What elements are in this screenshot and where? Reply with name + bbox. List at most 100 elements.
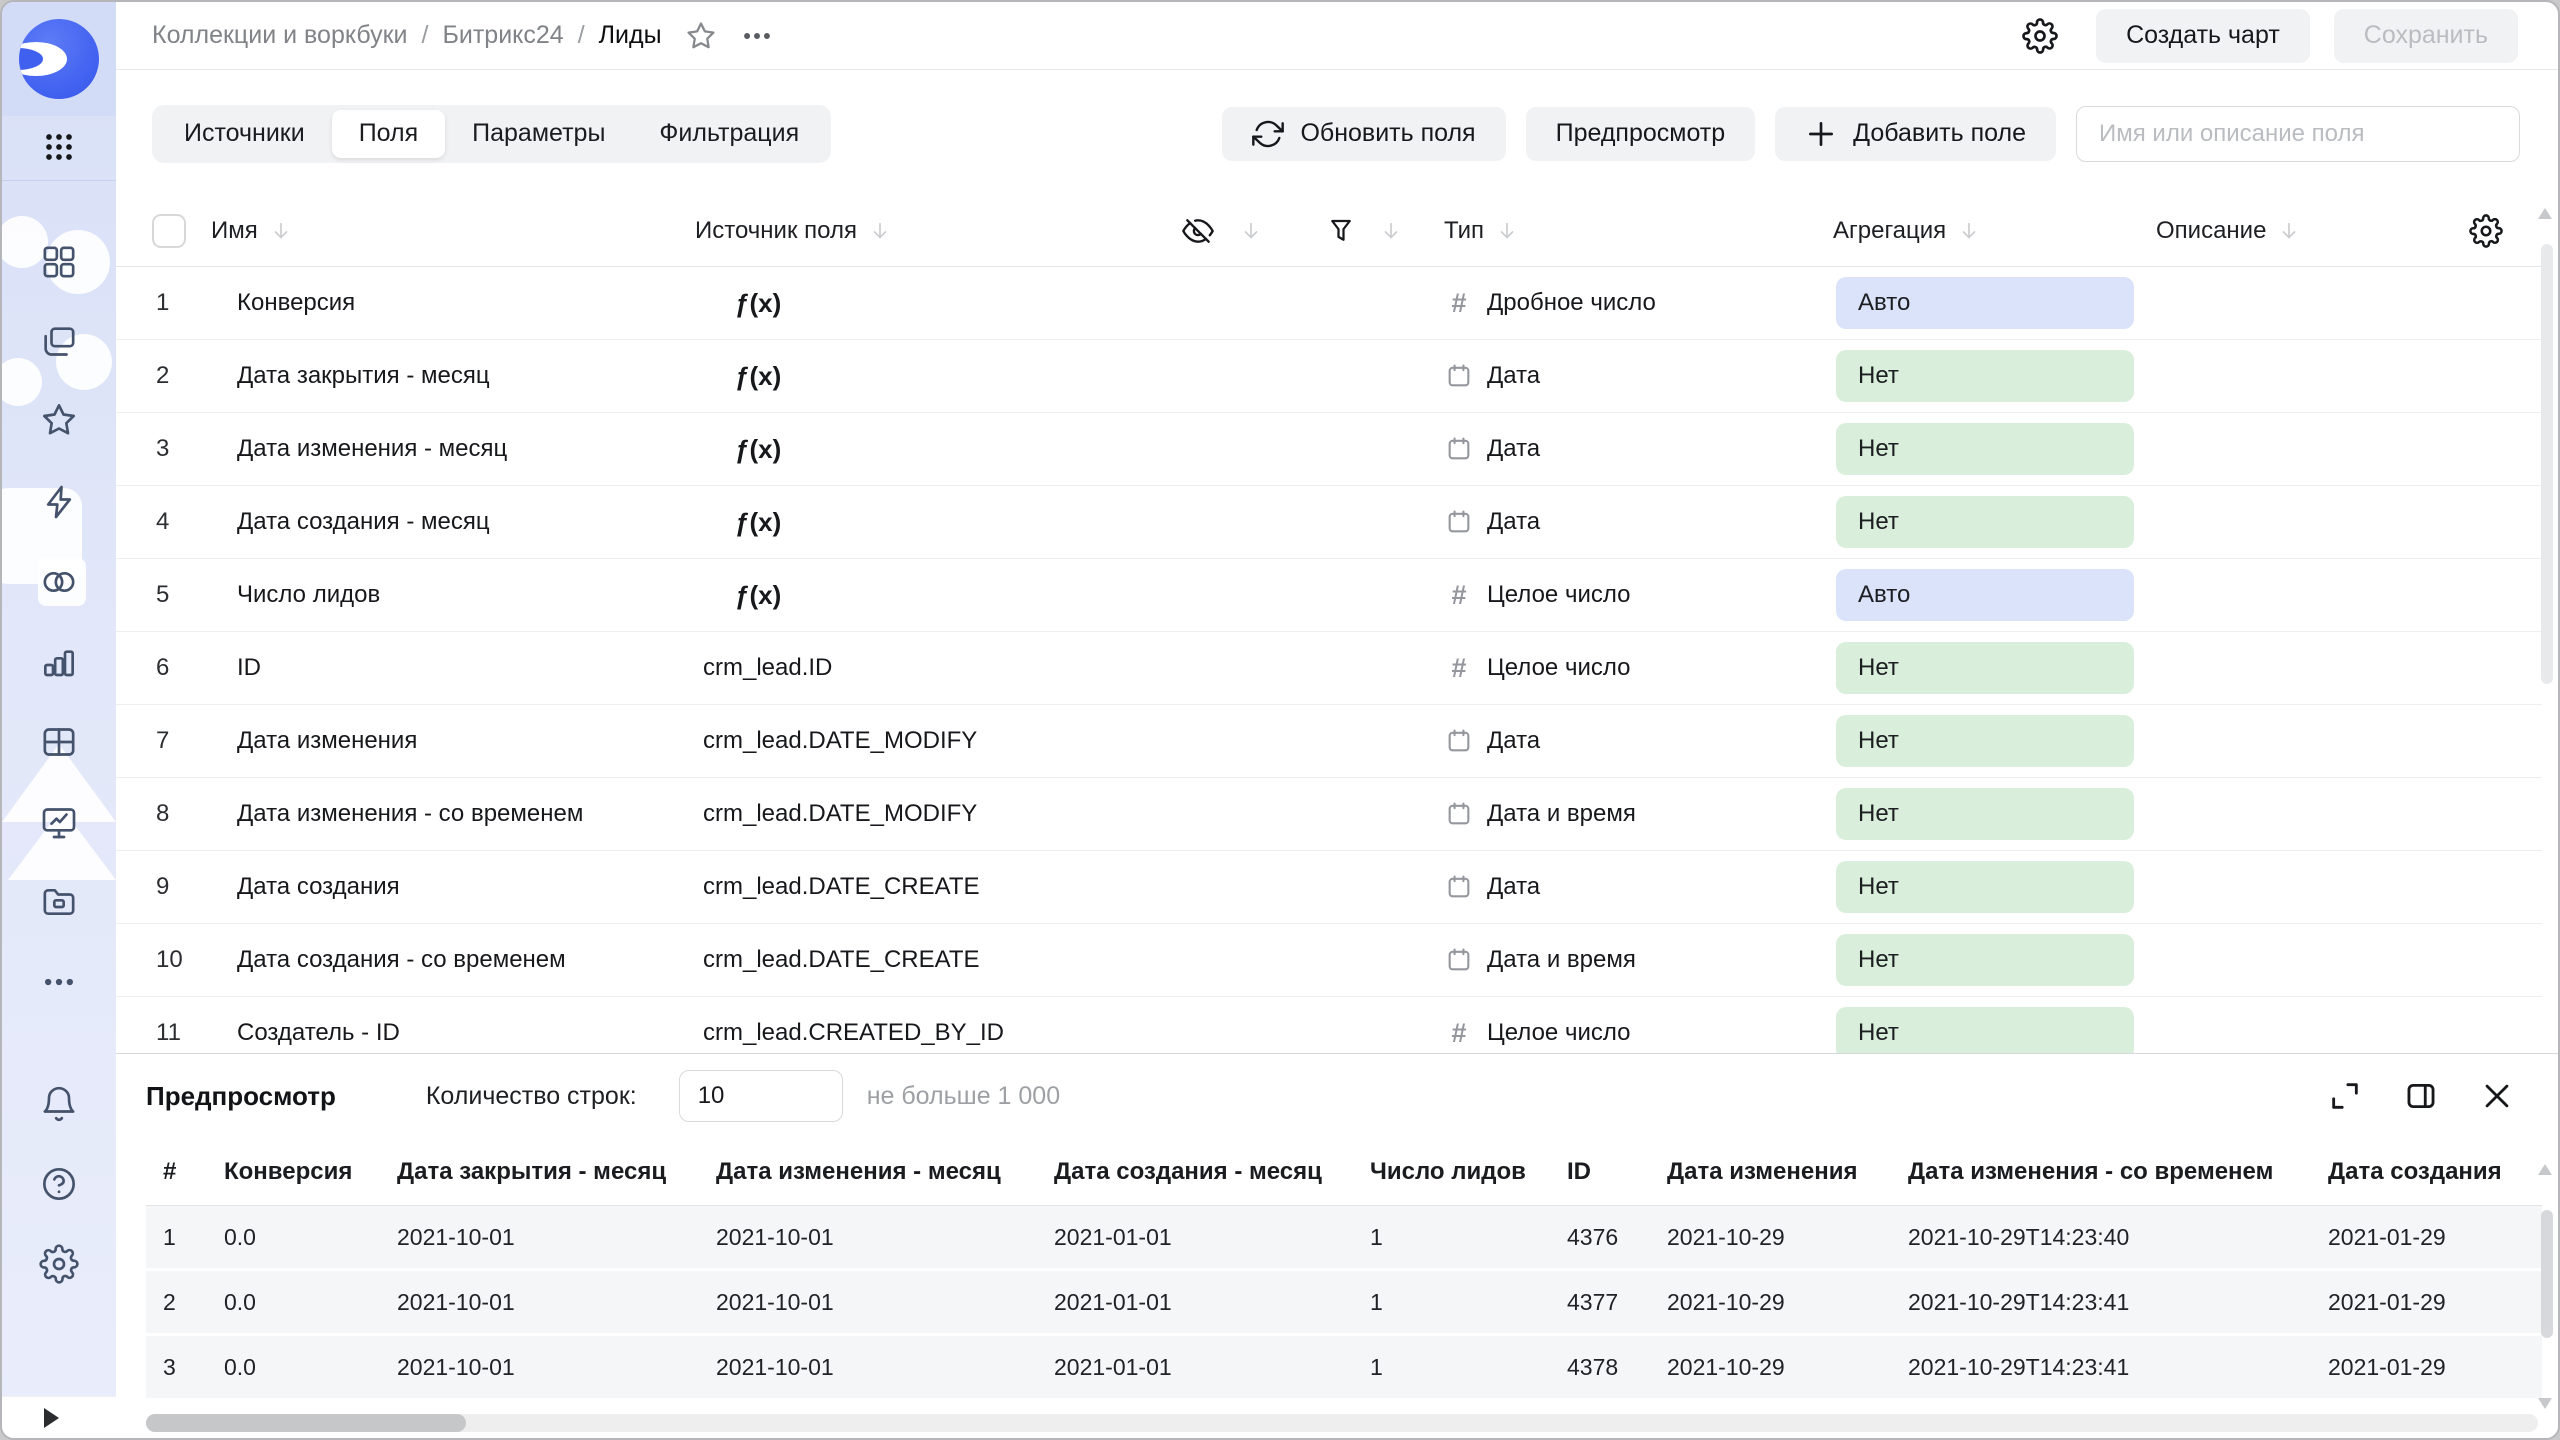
preview-scrollbar-thumb[interactable] bbox=[2541, 1210, 2553, 1338]
connections-icon[interactable] bbox=[39, 562, 79, 602]
aggregation-badge[interactable]: Нет bbox=[1836, 934, 2134, 986]
preview-button[interactable]: Предпросмотр bbox=[1525, 106, 1756, 161]
preview-scroll-down-arrow[interactable] bbox=[2538, 1398, 2552, 1409]
aggregation-badge[interactable]: Нет bbox=[1836, 496, 2134, 548]
create-chart-button[interactable]: Создать чарт bbox=[2096, 8, 2310, 63]
field-source[interactable]: ƒ(x) bbox=[735, 287, 782, 318]
field-row[interactable]: 1 Конверсия ƒ(x) # Дробное число Авто bbox=[116, 267, 2542, 340]
field-name[interactable]: Дата создания - со временем bbox=[237, 946, 566, 973]
field-source[interactable]: crm_lead.ID bbox=[703, 654, 833, 681]
column-header-source[interactable]: Источник поля bbox=[695, 217, 1172, 245]
aggregation-badge[interactable]: Нет bbox=[1836, 423, 2134, 475]
field-type[interactable]: # Дата bbox=[1432, 508, 1822, 536]
aggregation-badge[interactable]: Авто bbox=[1836, 569, 2134, 621]
field-type[interactable]: # Дата bbox=[1432, 435, 1822, 463]
field-row[interactable]: 8 Дата изменения - со временем crm_lead.… bbox=[116, 778, 2542, 851]
aggregation-badge[interactable]: Авто bbox=[1836, 277, 2134, 329]
column-header-name[interactable]: Имя bbox=[211, 217, 695, 245]
field-type[interactable]: # Дробное число bbox=[1432, 288, 1822, 319]
field-type[interactable]: # Дата и время bbox=[1432, 946, 1822, 974]
sidebar-collapse-button[interactable] bbox=[2, 1396, 116, 1438]
more-icon[interactable] bbox=[39, 962, 79, 1002]
field-source[interactable]: crm_lead.DATE_MODIFY bbox=[703, 727, 978, 754]
folder-icon[interactable] bbox=[39, 882, 79, 922]
field-row[interactable]: 10 Дата создания - со временем crm_lead.… bbox=[116, 924, 2542, 997]
field-source[interactable]: ƒ(x) bbox=[735, 506, 782, 537]
aggregation-badge[interactable]: Нет bbox=[1836, 715, 2134, 767]
scroll-up-arrow[interactable] bbox=[2538, 208, 2552, 219]
tab-Фильтрация[interactable]: Фильтрация bbox=[659, 119, 800, 147]
field-source[interactable]: crm_lead.DATE_MODIFY bbox=[703, 800, 978, 827]
field-source[interactable]: ƒ(x) bbox=[735, 433, 782, 464]
table-settings-icon[interactable] bbox=[2442, 214, 2542, 248]
row-count-input[interactable] bbox=[678, 1070, 843, 1122]
favorite-star-icon[interactable] bbox=[684, 19, 718, 53]
aggregation-badge[interactable]: Нет bbox=[1836, 1007, 2134, 1053]
select-all-checkbox[interactable] bbox=[152, 214, 186, 248]
horizontal-scrollbar[interactable] bbox=[146, 1414, 2538, 1432]
field-name[interactable]: Дата закрытия - месяц bbox=[237, 362, 490, 389]
datalens-logo[interactable] bbox=[2, 2, 116, 116]
field-row[interactable]: 5 Число лидов ƒ(x) # Целое число Авто bbox=[116, 559, 2542, 632]
field-name[interactable]: Дата изменения bbox=[237, 727, 418, 754]
field-source[interactable]: crm_lead.DATE_CREATE bbox=[703, 873, 980, 900]
tab-Параметры[interactable]: Параметры bbox=[472, 119, 606, 147]
field-type[interactable]: # Целое число bbox=[1432, 580, 1822, 611]
field-name[interactable]: Дата создания bbox=[237, 873, 400, 900]
monitor-icon[interactable] bbox=[39, 802, 79, 842]
field-name[interactable]: Дата изменения - со временем bbox=[237, 800, 584, 827]
breadcrumb-item[interactable]: Битрикс24 bbox=[442, 21, 564, 49]
dock-right-icon[interactable] bbox=[2404, 1079, 2438, 1113]
settings-icon[interactable] bbox=[39, 1244, 79, 1284]
help-icon[interactable] bbox=[39, 1164, 79, 1204]
aggregation-badge[interactable]: Нет bbox=[1836, 861, 2134, 913]
column-header-type[interactable]: Тип bbox=[1432, 217, 1822, 245]
field-name[interactable]: Конверсия bbox=[237, 289, 356, 316]
expand-preview-icon[interactable] bbox=[2328, 1079, 2362, 1113]
field-row[interactable]: 3 Дата изменения - месяц ƒ(x) # Дата Нет bbox=[116, 413, 2542, 486]
save-button[interactable]: Сохранить bbox=[2333, 8, 2518, 63]
lightning-icon[interactable] bbox=[39, 482, 79, 522]
field-type[interactable]: # Дата и время bbox=[1432, 800, 1822, 828]
column-header-filter[interactable] bbox=[1292, 216, 1432, 246]
close-preview-icon[interactable] bbox=[2480, 1079, 2514, 1113]
refresh-fields-button[interactable]: Обновить поля bbox=[1222, 106, 1506, 161]
field-row[interactable]: 2 Дата закрытия - месяц ƒ(x) # Дата Нет bbox=[116, 340, 2542, 413]
apps-grid-icon[interactable] bbox=[2, 118, 116, 176]
bell-icon[interactable] bbox=[39, 1084, 79, 1124]
field-name[interactable]: ID bbox=[237, 654, 261, 681]
field-type[interactable]: # Целое число bbox=[1432, 653, 1822, 684]
more-actions-icon[interactable] bbox=[740, 19, 774, 53]
fields-scrollbar-thumb[interactable] bbox=[2541, 244, 2553, 684]
column-header-description[interactable]: Описание bbox=[2152, 217, 2442, 245]
dashboards-icon[interactable] bbox=[39, 242, 79, 282]
add-field-button[interactable]: Добавить поле bbox=[1775, 106, 2056, 161]
aggregation-badge[interactable]: Нет bbox=[1836, 788, 2134, 840]
field-source[interactable]: ƒ(x) bbox=[735, 360, 782, 391]
field-name[interactable]: Создатель - ID bbox=[237, 1019, 400, 1046]
field-row[interactable]: 7 Дата изменения crm_lead.DATE_MODIFY # … bbox=[116, 705, 2542, 778]
collections-icon[interactable] bbox=[39, 322, 79, 362]
field-name[interactable]: Число лидов bbox=[237, 581, 381, 608]
field-row[interactable]: 6 ID crm_lead.ID # Целое число Нет bbox=[116, 632, 2542, 705]
field-row[interactable]: 9 Дата создания crm_lead.DATE_CREATE # Д… bbox=[116, 851, 2542, 924]
field-source[interactable]: crm_lead.DATE_CREATE bbox=[703, 946, 980, 973]
preview-scroll-up-arrow[interactable] bbox=[2538, 1164, 2552, 1175]
favorites-icon[interactable] bbox=[39, 400, 79, 440]
column-header-hidden[interactable] bbox=[1172, 215, 1292, 247]
field-row[interactable]: 4 Дата создания - месяц ƒ(x) # Дата Нет bbox=[116, 486, 2542, 559]
field-search-input[interactable] bbox=[2076, 105, 2520, 162]
breadcrumb-item[interactable]: Лиды bbox=[598, 21, 662, 49]
field-type[interactable]: # Дата bbox=[1432, 727, 1822, 755]
column-header-aggregation[interactable]: Агрегация bbox=[1822, 217, 2152, 245]
horizontal-scrollbar-thumb[interactable] bbox=[146, 1414, 466, 1432]
field-type[interactable]: # Целое число bbox=[1432, 1018, 1822, 1049]
tab-Источники[interactable]: Источники bbox=[184, 119, 305, 147]
aggregation-badge[interactable]: Нет bbox=[1836, 350, 2134, 402]
field-type[interactable]: # Дата bbox=[1432, 873, 1822, 901]
field-source[interactable]: ƒ(x) bbox=[735, 579, 782, 610]
field-name[interactable]: Дата изменения - месяц bbox=[237, 435, 508, 462]
field-name[interactable]: Дата создания - месяц bbox=[237, 508, 490, 535]
tab-Поля[interactable]: Поля bbox=[331, 109, 446, 158]
aggregation-badge[interactable]: Нет bbox=[1836, 642, 2134, 694]
